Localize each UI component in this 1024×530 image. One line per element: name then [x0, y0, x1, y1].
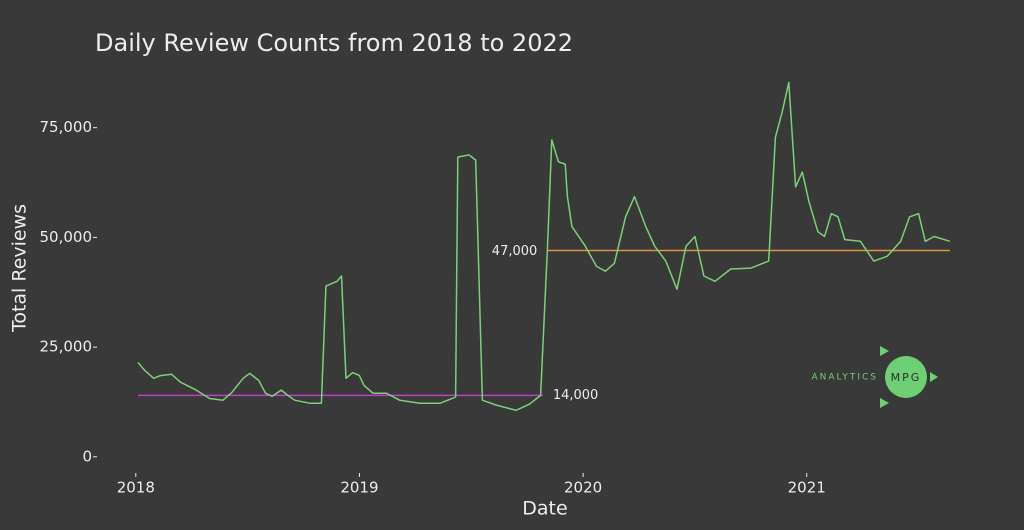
y-tick-label: 25,000 — [40, 338, 93, 356]
reference-label: 14,000 — [553, 388, 599, 403]
y-tick-label: 50,000 — [40, 228, 93, 246]
chart-title: Daily Review Counts from 2018 to 2022 — [95, 29, 573, 57]
logo-arrow — [930, 372, 938, 382]
y-tick-label: 0 — [82, 447, 92, 465]
y-tick-label: 75,000 — [40, 118, 93, 136]
logo-arrow — [880, 346, 889, 356]
logo-word: ANALYTICS — [811, 373, 878, 383]
x-axis-label: Date — [522, 498, 567, 520]
logo-badge: MPG — [891, 371, 922, 384]
logo-arrow — [880, 398, 889, 408]
x-tick-label: 2019 — [340, 479, 378, 497]
x-tick-label: 2018 — [117, 479, 155, 497]
x-tick-label: 2020 — [564, 479, 602, 497]
series-line — [137, 81, 951, 412]
logo: ANALYTICS MPG — [811, 346, 938, 408]
y-axis-label: Total Reviews — [9, 204, 31, 333]
reference-label: 47,000 — [492, 244, 538, 259]
x-tick-label: 2021 — [788, 479, 826, 497]
logo-circle — [885, 356, 927, 398]
